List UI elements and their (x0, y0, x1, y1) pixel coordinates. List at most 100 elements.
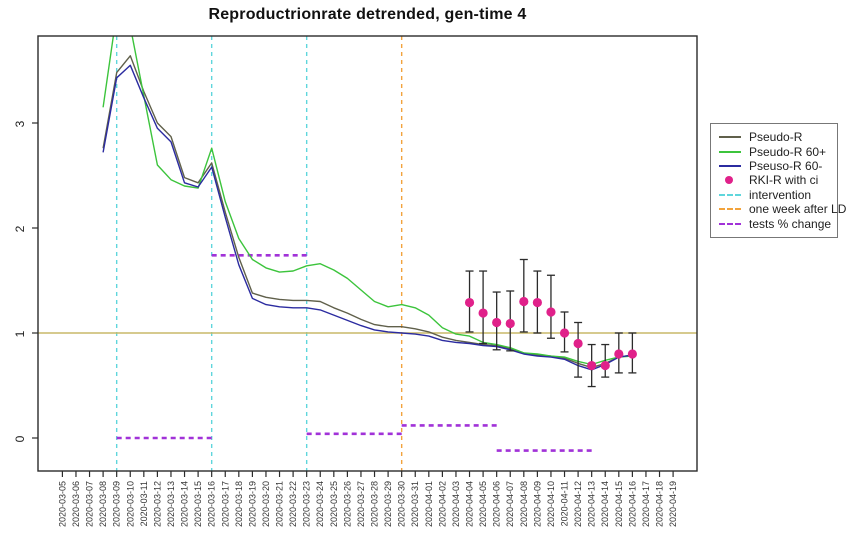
legend-label: Pseudo-R (749, 130, 803, 145)
x-tick-label: 2020-04-10 (546, 481, 556, 527)
x-tick-label: 2020-03-29 (383, 481, 393, 527)
x-tick-label: 2020-03-31 (410, 481, 420, 527)
x-tick-label: 2020-04-16 (627, 481, 637, 527)
x-tick-label: 2020-04-18 (655, 481, 665, 527)
rki-point (505, 318, 515, 329)
rki-errorbar (479, 270, 488, 345)
rki-point (478, 308, 488, 318)
rki-point (627, 349, 637, 359)
x-tick-label: 2020-04-07 (505, 481, 515, 527)
rki-errorbar (546, 274, 555, 339)
rki-point (559, 328, 570, 338)
x-tick-label: 2020-03-12 (152, 481, 162, 527)
x-tick-label: 2020-04-09 (532, 481, 542, 527)
rki-point (532, 297, 542, 308)
legend-label: Pseudo-R 60+ (749, 144, 827, 159)
legend-label: RKI-R with ci (749, 173, 819, 188)
legend-line-swatch (719, 150, 741, 153)
x-tick-label: 2020-03-16 (207, 481, 217, 527)
legend-line-swatch (719, 136, 741, 139)
legend: Pseudo-R Pseudo-R 60+ Pseuso-R 60- RKI-R wi… (710, 123, 846, 238)
y-tick-label: 3 (13, 120, 27, 127)
rki-point (587, 360, 597, 371)
y-axis: 0 1 2 3 (13, 120, 38, 442)
x-tick-label: 2020-03-27 (356, 481, 366, 527)
pseudo-r-line (102, 55, 633, 369)
rki-point (492, 317, 502, 328)
x-tick-label: 2020-03-30 (397, 481, 407, 527)
legend-item-tests-change: tests % change (719, 216, 832, 231)
x-tick-label: 2020-04-04 (465, 481, 475, 527)
x-tick-label: 2020-04-11 (560, 481, 570, 526)
x-tick-label: 2020-03-25 (329, 481, 339, 527)
chart-title: Reproductrionrate detrended, gen-time 4 (208, 6, 527, 23)
legend-line-swatch (719, 208, 741, 211)
x-tick-label: 2020-04-03 (451, 481, 461, 527)
rki-errorbar (601, 343, 610, 378)
x-tick-label: 2020-03-11 (139, 481, 149, 526)
legend-line-swatch (719, 193, 741, 196)
rki-point (464, 297, 475, 308)
x-tick-label: 2020-04-12 (573, 481, 583, 527)
x-tick-label: 2020-04-13 (587, 481, 597, 527)
x-tick-label: 2020-03-20 (261, 481, 271, 527)
y-tick-label: 1 (13, 330, 27, 337)
plot-border (37, 35, 698, 472)
x-tick-label: 2020-04-17 (641, 481, 651, 527)
x-tick-label: 2020-03-17 (220, 481, 230, 527)
legend-item-pseuso-r-60: Pseuso-R 60- (719, 159, 829, 173)
x-tick-label: 2020-04-08 (519, 481, 529, 527)
x-tick-label: 2020-03-13 (166, 481, 176, 527)
x-tick-label: 2020-03-07 (85, 481, 95, 527)
x-axis: 2020-03-05 2020-03-06 2020-03-07 2020-03-08… (57, 471, 678, 527)
legend-label: Pseuso-R 60- (749, 158, 823, 173)
x-tick-label: 2020-03-06 (71, 481, 81, 527)
legend-label: intervention (749, 187, 812, 202)
x-tick-label: 2020-04-19 (668, 481, 678, 527)
x-tick-label: 2020-03-28 (370, 481, 380, 527)
x-tick-label: 2020-04-05 (478, 481, 488, 527)
legend-item-pseudo-r: Pseudo-R (719, 130, 829, 144)
x-tick-label: 2020-03-22 (288, 481, 298, 527)
legend-point-marker (719, 176, 741, 185)
rki-point (519, 296, 529, 307)
legend-item-one-week-after-ld: one week after LD (719, 202, 846, 216)
legend-item-pseudo-r-60: Pseudo-R 60+ (719, 144, 829, 159)
x-tick-label: 2020-03-15 (193, 481, 203, 527)
rki-point (546, 307, 556, 317)
legend-label: one week after LD (749, 202, 847, 217)
x-tick-label: 2020-03-26 (342, 481, 352, 527)
legend-line-swatch (719, 222, 741, 225)
x-tick-label: 2020-04-15 (614, 481, 624, 527)
legend-line-swatch (719, 164, 741, 167)
y-tick-label: 0 (13, 435, 27, 442)
x-tick-label: 2020-03-18 (234, 481, 244, 527)
legend-item-intervention: intervention (719, 188, 829, 202)
y-tick-label: 2 (13, 225, 27, 232)
x-tick-label: 2020-03-05 (57, 481, 67, 527)
legend-label: tests % change (749, 216, 832, 231)
x-tick-label: 2020-03-10 (125, 481, 135, 527)
pseudo-r-60minus-line (102, 64, 633, 371)
x-tick-label: 2020-04-06 (492, 481, 502, 527)
legend-item-rki-r-with-ci: RKI-R with ci (719, 173, 829, 187)
rki-errorbar (519, 258, 528, 333)
rki-point (573, 338, 583, 349)
x-tick-label: 2020-03-08 (98, 481, 108, 527)
rki-point (600, 360, 610, 371)
x-tick-label: 2020-04-02 (437, 481, 447, 527)
x-tick-label: 2020-03-23 (302, 481, 312, 527)
x-tick-label: 2020-03-24 (315, 481, 325, 527)
rki-errorbar (574, 321, 583, 378)
x-tick-label: 2020-04-14 (600, 481, 610, 527)
plot-area (38, 36, 697, 471)
x-tick-label: 2020-03-21 (275, 481, 285, 527)
x-tick-label: 2020-03-14 (180, 481, 190, 527)
rki-point (614, 349, 624, 359)
x-tick-label: 2020-03-09 (112, 481, 122, 527)
pseudo-r-60plus-line (102, 36, 633, 366)
x-tick-label: 2020-04-01 (424, 481, 434, 527)
x-tick-label: 2020-03-19 (247, 481, 257, 527)
